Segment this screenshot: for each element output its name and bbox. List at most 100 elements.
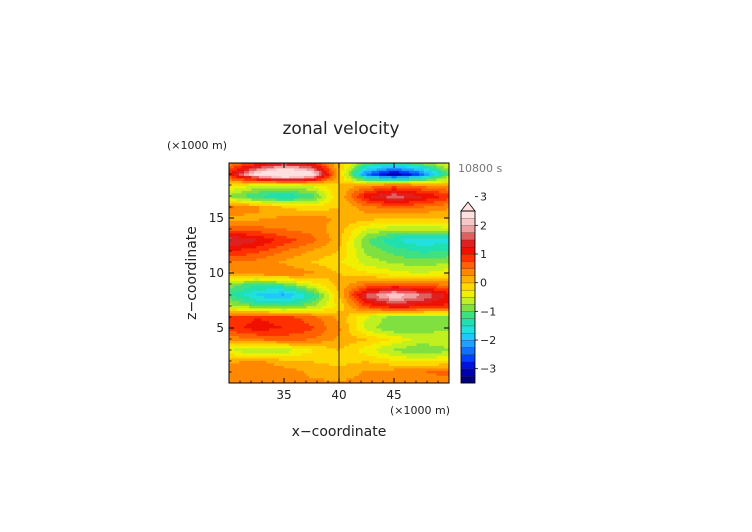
heatmap-cell: [411, 378, 415, 381]
heatmap-cell: [329, 313, 332, 316]
heatmap-cell: [426, 268, 430, 271]
heatmap-cell: [371, 320, 375, 324]
heatmap-cell: [264, 240, 267, 244]
heatmap-cell: [314, 300, 317, 304]
heatmap-cell: [316, 253, 320, 256]
heatmap-cell: [436, 288, 440, 291]
heatmap-cell: [251, 320, 255, 324]
heatmap-cell: [339, 240, 342, 244]
heatmap-cell: [414, 253, 417, 256]
heatmap-cell: [344, 363, 347, 366]
heatmap-cell: [281, 308, 285, 311]
heatmap-cell: [444, 288, 447, 291]
heatmap-cell: [414, 303, 417, 306]
heatmap-cell: [291, 275, 295, 279]
heatmap-cell: [276, 318, 280, 321]
heatmap-cell: [416, 368, 420, 371]
heatmap-cell: [356, 295, 360, 299]
heatmap-cell: [389, 258, 392, 261]
heatmap-cell: [329, 380, 332, 383]
heatmap-cell: [254, 273, 257, 276]
heatmap-cell: [269, 285, 272, 289]
heatmap-cell: [264, 243, 267, 246]
heatmap-cell: [406, 308, 410, 311]
heatmap-cell: [384, 273, 387, 276]
heatmap-cell: [294, 325, 297, 329]
heatmap-cell: [276, 320, 280, 324]
heatmap-cell: [304, 350, 307, 354]
heatmap-cell: [234, 313, 237, 316]
heatmap-cell: [229, 288, 232, 291]
heatmap-cell: [291, 335, 295, 339]
heatmap-cell: [241, 280, 245, 284]
heatmap-cell: [331, 243, 335, 246]
heatmap-cell: [396, 305, 400, 309]
heatmap-cell: [396, 380, 400, 383]
heatmap-cell: [421, 318, 425, 321]
heatmap-cell: [244, 350, 247, 354]
heatmap-cell: [444, 310, 447, 314]
heatmap-cell: [274, 313, 277, 316]
heatmap-cell: [291, 348, 295, 351]
heatmap-cell: [329, 240, 332, 244]
heatmap-cell: [289, 335, 292, 339]
heatmap-cell: [336, 263, 340, 266]
heatmap-cell: [404, 365, 407, 369]
heatmap-cell: [434, 308, 437, 311]
heatmap-cell: [366, 380, 370, 383]
heatmap-cell: [431, 348, 435, 351]
heatmap-cell: [436, 370, 440, 374]
heatmap-cell: [364, 373, 367, 376]
heatmap-cell: [409, 260, 412, 264]
heatmap-cell: [269, 380, 272, 383]
heatmap-cell: [301, 333, 305, 336]
heatmap-cell: [254, 343, 257, 346]
heatmap-cell: [284, 250, 287, 254]
heatmap-cell: [391, 285, 395, 289]
heatmap-cell: [346, 345, 350, 349]
heatmap-cell: [384, 315, 387, 319]
heatmap-cell: [256, 298, 260, 301]
heatmap-cell: [314, 315, 317, 319]
heatmap-cell: [311, 305, 315, 309]
heatmap-cell: [366, 345, 370, 349]
heatmap-cell: [291, 245, 295, 249]
heatmap-cell: [381, 290, 385, 294]
heatmap-cell: [411, 365, 415, 369]
heatmap-cell: [281, 328, 285, 331]
heatmap-cell: [269, 375, 272, 379]
heatmap-cell: [279, 290, 282, 294]
heatmap-cell: [446, 300, 449, 304]
heatmap-cell: [391, 293, 395, 296]
heatmap-cell: [266, 293, 270, 296]
heatmap-cell: [279, 258, 282, 261]
heatmap-cell: [354, 253, 357, 256]
heatmap-cell: [426, 280, 430, 284]
heatmap-cell: [424, 338, 427, 341]
heatmap-cell: [429, 360, 432, 364]
heatmap-cell: [421, 245, 425, 249]
heatmap-cell: [314, 278, 317, 281]
heatmap-cell: [306, 360, 310, 364]
heatmap-cell: [376, 315, 380, 319]
heatmap-cell: [246, 363, 250, 366]
heatmap-cell: [379, 248, 382, 251]
heatmap-cell: [421, 363, 425, 366]
heatmap-cell: [391, 380, 395, 383]
heatmap-cell: [329, 290, 332, 294]
heatmap-cell: [234, 368, 237, 371]
heatmap-cell: [301, 335, 305, 339]
heatmap-cell: [296, 318, 300, 321]
heatmap-cell: [314, 363, 317, 366]
heatmap-cell: [351, 318, 355, 321]
heatmap-cell: [344, 268, 347, 271]
heatmap-cell: [334, 348, 337, 351]
heatmap-cell: [299, 293, 302, 296]
heatmap-cell: [381, 325, 385, 329]
heatmap-cell: [266, 370, 270, 374]
heatmap-cell: [426, 340, 430, 344]
heatmap-cell: [374, 368, 377, 371]
heatmap-cell: [364, 375, 367, 379]
heatmap-cell: [329, 318, 332, 321]
heatmap-cell: [316, 273, 320, 276]
